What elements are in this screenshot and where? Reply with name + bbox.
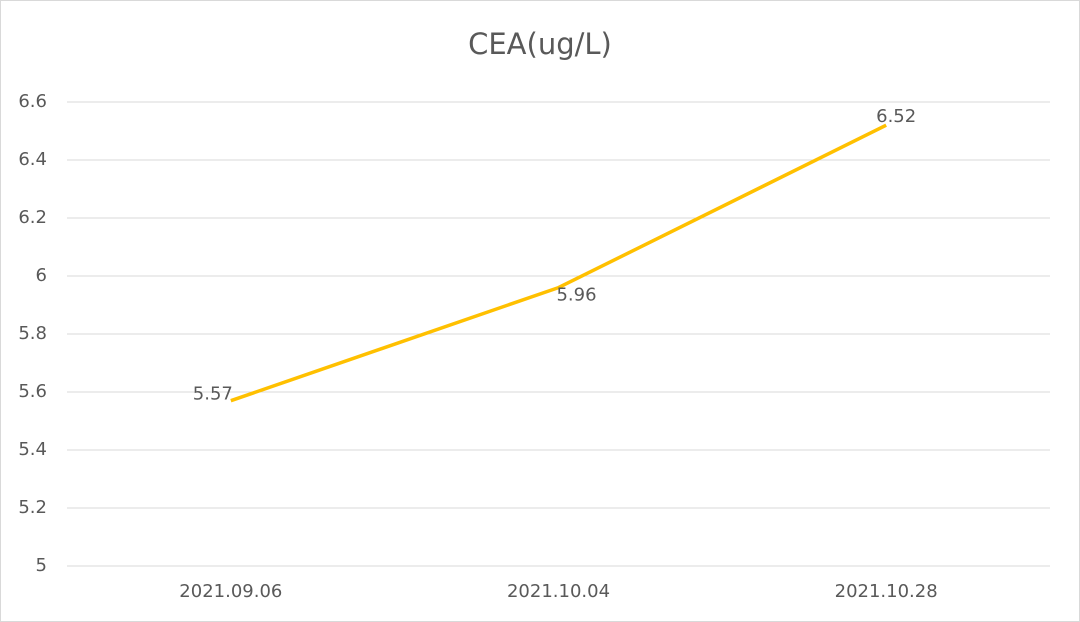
line: [230, 123, 887, 403]
y-tick-label: 5.4: [18, 439, 47, 460]
y-tick-label: 6.2: [18, 207, 47, 228]
y-tick-label: 6: [36, 265, 47, 286]
y-tick-label: 5.6: [18, 381, 47, 402]
x-tick-label: 2021.10.28: [835, 581, 938, 602]
x-tick-label: 2021.10.04: [507, 581, 610, 602]
data-label: 6.52: [876, 106, 916, 127]
data-label: 5.96: [556, 285, 596, 306]
data-label: 5.57: [193, 384, 233, 405]
chart-title: CEA(ug/L): [468, 27, 612, 61]
y-tick-label: 6.6: [18, 91, 47, 112]
y-tick-label: 5.2: [18, 497, 47, 518]
y-tick-label: 5.8: [18, 323, 47, 344]
y-tick-label: 6.4: [18, 149, 47, 170]
x-tick-label: 2021.09.06: [179, 581, 282, 602]
y-tick-label: 5: [36, 555, 47, 576]
